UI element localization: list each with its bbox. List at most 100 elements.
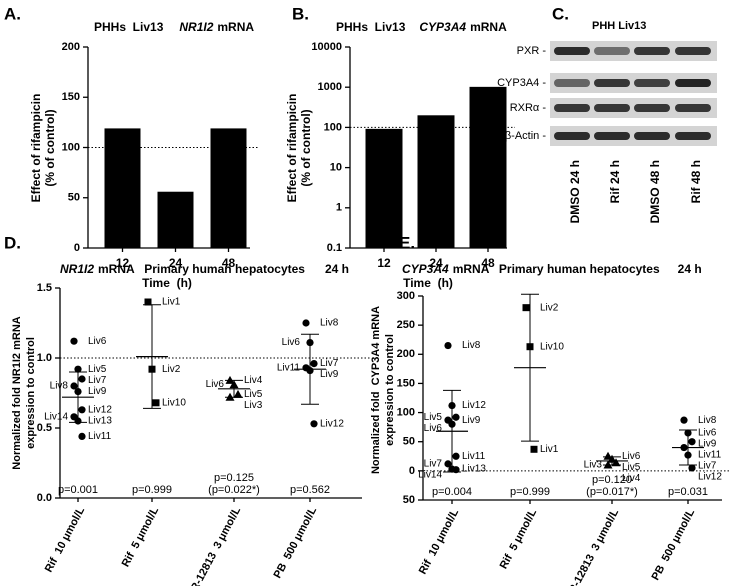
- y-axis-label: Effect of rifampicin(% of control): [29, 94, 57, 203]
- point-label: Liv12: [698, 472, 722, 483]
- title: mRNA Primary human hepatocytes: [453, 262, 660, 276]
- data-point: [603, 451, 613, 460]
- blot-row-label: CYP3A4 -: [497, 77, 546, 89]
- blot-strip: [550, 73, 717, 93]
- blot-strip: [550, 126, 717, 146]
- point-label: Liv1: [540, 444, 559, 455]
- p-value: p=0.120: [592, 474, 632, 486]
- blot-lane-label: DMSO 48 h: [648, 160, 662, 223]
- point-label: Liv6: [622, 451, 641, 462]
- blot-band: [594, 47, 630, 55]
- blot-band: [634, 47, 670, 55]
- title-end: 24 h: [325, 262, 349, 276]
- chart-title: CYP3A4 mRNA Primary human hepatocytes 24 h: [402, 262, 702, 276]
- y-tick-label: 1: [336, 202, 342, 214]
- p-value: p=0.999: [132, 484, 172, 496]
- y-tick-label: 1.5: [37, 282, 52, 294]
- point-label: Liv9: [320, 369, 339, 380]
- panel-label: D.: [4, 233, 21, 252]
- y-tick-label: 50: [403, 494, 415, 506]
- data-point: [70, 382, 78, 390]
- point-label: Liv6: [206, 379, 225, 390]
- x-axis-label: Time (h): [403, 276, 453, 290]
- blot-strip: [550, 41, 717, 61]
- x-tick-label: 24: [169, 256, 183, 270]
- blot-band: [554, 47, 590, 55]
- bar: [469, 86, 507, 248]
- p-value: (p=0.022*): [208, 484, 260, 496]
- x-tick-label: 12: [377, 256, 391, 270]
- title-gene: CYP3A4: [402, 262, 449, 276]
- p-value: (p=0.017*): [586, 486, 638, 498]
- data-point: [452, 452, 460, 460]
- data-point: [78, 375, 86, 383]
- title-end: mRNA: [217, 20, 254, 34]
- data-point: [611, 458, 621, 467]
- data-point: [680, 416, 688, 424]
- y-label-line: Normalized fold CYP3A4 mRNA: [370, 306, 382, 474]
- blot-band: [675, 79, 711, 87]
- title-gene: CYP3A4: [419, 20, 466, 34]
- bar: [417, 115, 455, 249]
- point-label: Liv9: [698, 439, 717, 450]
- point-label: Liv6: [698, 428, 717, 439]
- y-tick-label: 10000: [311, 41, 342, 53]
- point-label: Liv7: [320, 358, 339, 369]
- y-tick-label: 300: [397, 290, 415, 302]
- data-point: [152, 399, 160, 407]
- title-gene: NR1I2: [179, 20, 213, 34]
- x-tick-label: 48: [222, 256, 236, 270]
- blot-row-label: RXRα -: [510, 102, 547, 114]
- point-label: Liv12: [462, 400, 486, 411]
- y-tick-label: 0.5: [37, 422, 52, 434]
- data-point: [70, 337, 78, 345]
- y-axis-label: Effect of rifampicin(% of control): [285, 94, 313, 203]
- y-tick-label: 150: [62, 91, 80, 103]
- point-label: Liv13: [462, 464, 486, 475]
- blot-lane-label: DMSO 24 h: [568, 160, 582, 223]
- title-gene: NR1I2: [60, 262, 94, 276]
- chart-title: PHHs Liv13 CYP3A4 mRNA: [336, 20, 507, 34]
- data-point: [530, 445, 538, 453]
- data-point: [688, 464, 696, 472]
- point-label: Liv12: [320, 418, 344, 429]
- title-end: 24 h: [678, 262, 702, 276]
- point-label: Liv6: [88, 336, 107, 347]
- bar: [365, 128, 403, 248]
- data-point: [78, 432, 86, 440]
- point-label: Liv5: [622, 462, 641, 473]
- y-label-line: Effect of rifampicin: [29, 94, 43, 203]
- blot-band: [554, 79, 590, 87]
- point-label: Liv6: [424, 423, 443, 434]
- y-tick-label: 0: [409, 465, 415, 477]
- point-label: Liv14: [418, 470, 442, 481]
- y-tick-label: 50: [68, 192, 80, 204]
- blot-band: [634, 79, 670, 87]
- blot-lane-label: Rif 48 h: [689, 160, 703, 203]
- x-tick-label: 24: [429, 256, 443, 270]
- y-tick-label: 1000: [318, 81, 342, 93]
- bar: [104, 128, 141, 248]
- point-label: Liv2: [162, 364, 181, 375]
- x-tick-label: Rif 5 μmol/L: [120, 505, 162, 569]
- panel-label: A.: [4, 4, 21, 23]
- panel-label: C.: [552, 4, 569, 23]
- panel-label: B.: [292, 4, 309, 23]
- blot-band: [594, 79, 630, 87]
- point-label: Liv3: [584, 460, 603, 471]
- y-tick-label: 0.0: [37, 492, 52, 504]
- y-label-line: expression to control: [25, 337, 37, 449]
- title-end: mRNA: [470, 20, 507, 34]
- x-tick-label: PB 500 μmol/L: [272, 505, 320, 581]
- x-tick-label: 48: [481, 256, 495, 270]
- point-label: Liv11: [88, 431, 112, 442]
- chart-title: PHHs Liv13 NR1I2 mRNA: [94, 20, 254, 34]
- x-tick-label: 12: [116, 256, 130, 270]
- p-value: p=0.562: [290, 484, 330, 496]
- blot-lane-label: Rif 24 h: [608, 160, 622, 203]
- data-point: [74, 365, 82, 373]
- point-label: Liv8: [320, 318, 339, 329]
- western-blot: PXR - CYP3A4 - RXRα - β-Actin - DMSO 24 h Rif…: [497, 41, 717, 223]
- blot-row-label: β-Actin -: [505, 130, 547, 142]
